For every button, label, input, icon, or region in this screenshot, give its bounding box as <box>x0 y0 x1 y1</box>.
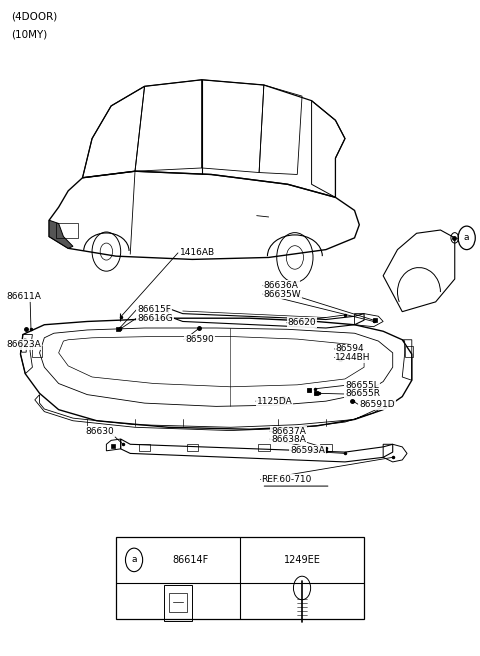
Text: (4DOOR): (4DOOR) <box>11 11 57 21</box>
Bar <box>169 592 187 612</box>
Text: 86611A: 86611A <box>6 292 41 301</box>
Text: 86594: 86594 <box>336 344 364 354</box>
Text: 86620: 86620 <box>288 318 316 327</box>
Bar <box>258 444 270 451</box>
Bar <box>56 224 78 238</box>
Bar <box>320 444 332 451</box>
Text: REF.60-710: REF.60-710 <box>262 475 312 484</box>
Text: 86638A: 86638A <box>271 434 306 443</box>
Text: 86623A: 86623A <box>6 340 41 349</box>
Text: 1244BH: 1244BH <box>336 353 371 362</box>
Bar <box>164 584 192 621</box>
Polygon shape <box>49 220 73 249</box>
Text: a: a <box>132 556 137 564</box>
Text: 1249EE: 1249EE <box>284 555 321 565</box>
Text: 86637A: 86637A <box>271 426 306 436</box>
Text: 1416AB: 1416AB <box>180 249 216 257</box>
Text: 86636A: 86636A <box>264 281 299 290</box>
Text: 86615F: 86615F <box>137 305 171 314</box>
Bar <box>187 444 198 451</box>
Text: 86593A: 86593A <box>290 445 325 455</box>
Text: a: a <box>464 234 469 242</box>
Text: 86635W: 86635W <box>264 289 301 298</box>
Text: 86655L: 86655L <box>345 381 379 390</box>
Text: 86614F: 86614F <box>172 555 208 565</box>
Text: 86616G: 86616G <box>137 314 173 323</box>
Text: 86655R: 86655R <box>345 390 380 398</box>
Text: (10MY): (10MY) <box>11 30 47 39</box>
Text: 86630: 86630 <box>85 426 114 436</box>
Text: 86591D: 86591D <box>360 400 395 409</box>
Text: 1125DA: 1125DA <box>257 397 292 405</box>
Bar <box>139 444 150 451</box>
Bar <box>116 537 364 619</box>
Text: 86590: 86590 <box>185 335 214 344</box>
